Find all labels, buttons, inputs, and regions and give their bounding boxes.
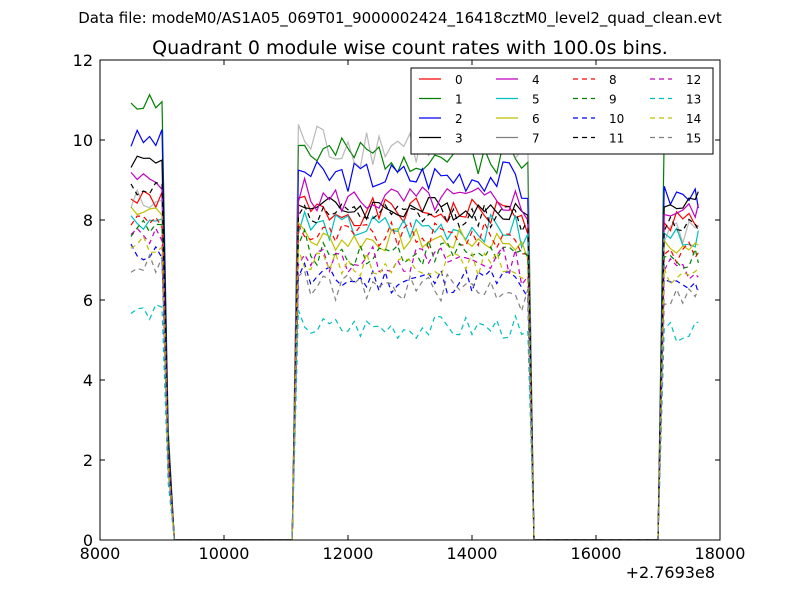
legend-label-12: 12 xyxy=(686,73,701,87)
legend-label-13: 13 xyxy=(686,93,701,107)
figure-suptitle: Data file: modeM0/AS1A05_069T01_90000024… xyxy=(78,9,722,28)
legend-label-4: 4 xyxy=(532,73,540,87)
y-tick-label: 0 xyxy=(83,531,93,550)
legend-label-14: 14 xyxy=(686,112,701,126)
chart-title: Quadrant 0 module wise count rates with … xyxy=(152,37,668,59)
legend-label-0: 0 xyxy=(455,73,463,87)
y-tick-label: 12 xyxy=(73,51,93,70)
legend-label-6: 6 xyxy=(532,112,540,126)
legend-label-1: 1 xyxy=(455,93,463,107)
legend-label-7: 7 xyxy=(532,132,540,146)
legend-label-3: 3 xyxy=(455,132,463,146)
x-tick-label: 14000 xyxy=(447,544,498,563)
series-line-14 xyxy=(130,234,699,540)
legend-label-11: 11 xyxy=(609,132,624,146)
series-layer xyxy=(130,93,699,540)
x-tick-label: 12000 xyxy=(323,544,374,563)
series-line-15 xyxy=(130,253,699,540)
series-line-11 xyxy=(130,181,699,540)
legend-label-5: 5 xyxy=(532,93,540,107)
legend-box xyxy=(410,67,714,155)
legend-label-9: 9 xyxy=(609,93,617,107)
y-tick-label: 6 xyxy=(83,291,93,310)
x-tick-label: 16000 xyxy=(571,544,622,563)
x-tick-label: 18000 xyxy=(695,544,746,563)
y-tick-label: 8 xyxy=(83,211,93,230)
x-tick-label: 10000 xyxy=(199,544,250,563)
legend-label-15: 15 xyxy=(686,132,701,146)
series-line-10 xyxy=(130,243,699,540)
legend-label-8: 8 xyxy=(609,73,617,87)
x-tick-label: 8000 xyxy=(80,544,121,563)
y-tick-label: 4 xyxy=(83,371,93,390)
legend-label-10: 10 xyxy=(609,112,624,126)
legend-label-2: 2 xyxy=(455,112,463,126)
y-tick-label: 10 xyxy=(73,131,93,150)
y-tick-label: 2 xyxy=(83,451,93,470)
x-offset-label: +2.7693e8 xyxy=(626,563,715,582)
